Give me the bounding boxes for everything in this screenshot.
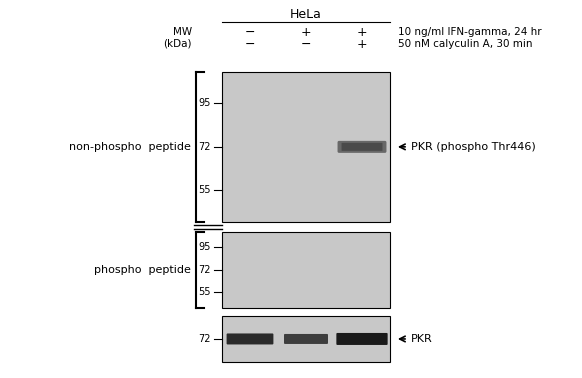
Text: 95: 95 bbox=[198, 98, 211, 108]
Text: MW: MW bbox=[173, 27, 192, 37]
Text: −: − bbox=[245, 25, 255, 39]
Text: −: − bbox=[301, 37, 311, 51]
FancyBboxPatch shape bbox=[342, 143, 382, 151]
Text: 10 ng/ml IFN-gamma, 24 hr: 10 ng/ml IFN-gamma, 24 hr bbox=[398, 27, 542, 37]
Text: PKR (phospho Thr446): PKR (phospho Thr446) bbox=[411, 142, 536, 152]
Text: PKR: PKR bbox=[411, 334, 433, 344]
Text: 55: 55 bbox=[198, 287, 211, 297]
Text: 72: 72 bbox=[198, 142, 211, 152]
FancyBboxPatch shape bbox=[226, 333, 274, 344]
Text: 72: 72 bbox=[198, 334, 211, 344]
Text: +: + bbox=[357, 37, 367, 51]
FancyBboxPatch shape bbox=[336, 333, 388, 345]
Bar bbox=[222, 72, 390, 222]
FancyBboxPatch shape bbox=[284, 334, 328, 344]
Text: 95: 95 bbox=[198, 242, 211, 253]
FancyBboxPatch shape bbox=[338, 141, 386, 153]
Text: +: + bbox=[301, 25, 311, 39]
Text: phospho  peptide: phospho peptide bbox=[94, 265, 191, 275]
Text: HeLa: HeLa bbox=[290, 8, 322, 20]
Text: (kDa): (kDa) bbox=[164, 39, 192, 49]
Bar bbox=[222, 232, 390, 308]
Text: 55: 55 bbox=[198, 185, 211, 195]
Text: non-phospho  peptide: non-phospho peptide bbox=[69, 142, 191, 152]
Bar bbox=[222, 316, 390, 362]
Text: +: + bbox=[357, 25, 367, 39]
Text: 72: 72 bbox=[198, 265, 211, 275]
Text: −: − bbox=[245, 37, 255, 51]
Text: 50 nM calyculin A, 30 min: 50 nM calyculin A, 30 min bbox=[398, 39, 533, 49]
